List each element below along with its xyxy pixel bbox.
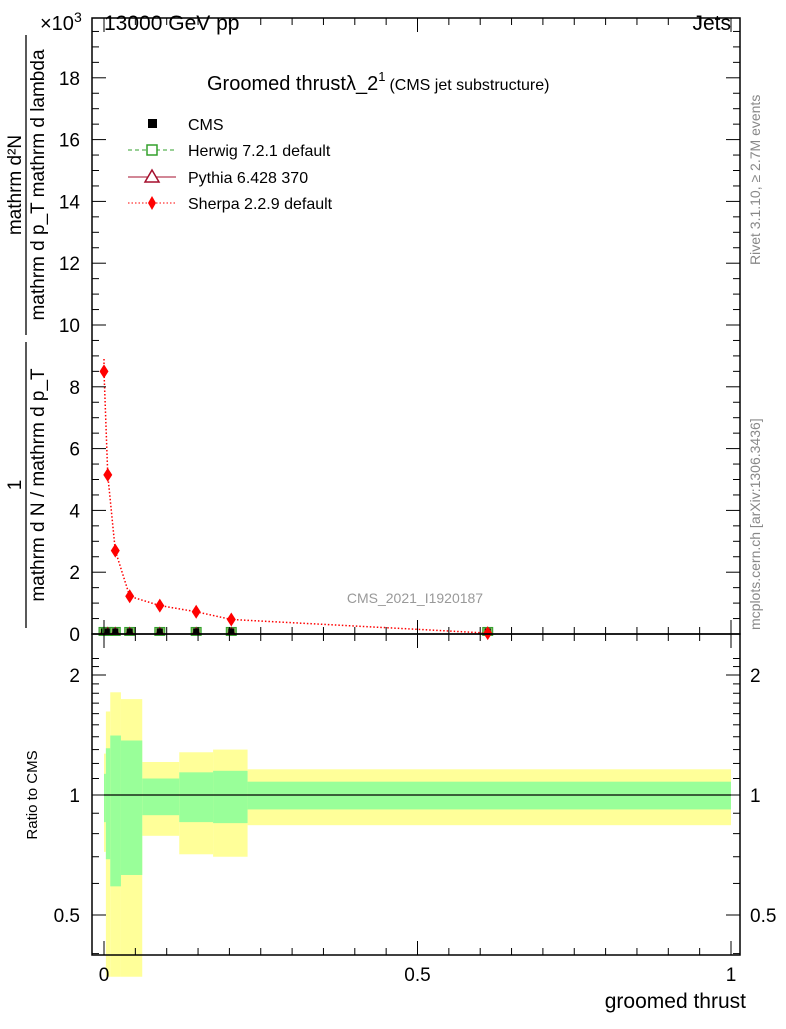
legend-sherpa-label: Sherpa 2.2.9 default — [188, 196, 333, 213]
sherpa-point — [155, 598, 165, 613]
sherpa-point — [103, 467, 113, 482]
green-band-bin — [142, 778, 180, 816]
y-tick-label: 4 — [69, 501, 80, 522]
x-tick-label: 0 — [99, 965, 110, 986]
y-tick-label: 0 — [69, 625, 80, 646]
header-exponent: ×103 — [40, 9, 82, 35]
legend-cms-marker — [148, 119, 157, 128]
green-band-bin — [110, 735, 121, 887]
legend: CMS Herwig 7.2.1 default Pythia 6.428 37… — [128, 117, 333, 213]
cms-point — [104, 628, 111, 634]
ratio-y-tick-label: 0.5 — [54, 906, 80, 927]
watermark: CMS_2021_I1920187 — [347, 590, 483, 606]
title-sup: 1 — [378, 69, 385, 84]
y-tick-label: 10 — [59, 316, 80, 337]
green-band-bin — [104, 773, 106, 823]
cms-point — [126, 628, 133, 634]
green-band-bin — [120, 740, 143, 875]
ratio-y-tick-label-right: 0.5 — [750, 906, 776, 927]
ylabel-upper-den: mathrm d p_T mathrm d lambda — [28, 49, 49, 320]
y-tick-label: 6 — [69, 440, 80, 461]
ratio-y-tick-label: 2 — [69, 666, 80, 687]
sherpa-point — [226, 612, 236, 627]
ratio-ylabel: Ratio to CMS — [24, 750, 41, 839]
green-band-bin — [179, 772, 214, 823]
ratio-y-tick-label-right: 2 — [750, 666, 761, 687]
y-axis-label-main: mathrm d²N mathrm d p_T mathrm d lambda … — [5, 35, 49, 628]
x-tick-label: 0.5 — [404, 965, 430, 986]
title-sub: (CMS jet substructure) — [389, 77, 549, 94]
exponent-power: 3 — [74, 9, 82, 25]
legend-sherpa-marker — [148, 196, 156, 210]
y-tick-label: 12 — [59, 254, 80, 275]
cms-point — [112, 628, 119, 634]
sherpa-point — [483, 626, 493, 641]
cms-point — [193, 628, 200, 634]
sherpa-point — [110, 543, 120, 558]
rivet-label: Rivet 3.1.10, ≥ 2.7M events — [747, 95, 763, 265]
cms-point — [228, 628, 235, 634]
y-tick-label: 8 — [69, 378, 80, 399]
x-tick-label: 1 — [726, 965, 737, 986]
sherpa-point — [125, 589, 135, 604]
green-band-bin — [105, 748, 111, 860]
legend-pythia-marker — [143, 168, 161, 183]
y-tick-label: 16 — [59, 131, 80, 152]
ylabel-lower-den: mathrm d N / mathrm d p_T — [28, 368, 49, 602]
ratio-y-tick-label: 1 — [69, 786, 80, 807]
legend-pythia-label: Pythia 6.428 370 — [188, 170, 308, 187]
ratio-panel — [104, 692, 731, 977]
header-right: Jets — [692, 12, 731, 35]
ylabel-lower-num: 1 — [5, 480, 26, 491]
ylabel-upper-num: mathrm d²N — [5, 135, 26, 235]
cms-point — [156, 628, 163, 634]
legend-herwig-label: Herwig 7.2.1 default — [188, 143, 331, 160]
sherpa-curve — [103, 358, 488, 634]
header-left: 13000 GeV pp — [104, 12, 239, 35]
green-band-bin — [213, 770, 248, 824]
legend-herwig-marker — [146, 144, 158, 156]
title-main: Groomed thrustλ_2 — [207, 73, 378, 95]
mcplots-label: mcplots.cern.ch [arXiv:1306.3436] — [747, 418, 763, 630]
x-axis-label: groomed thrust — [605, 990, 746, 1013]
sherpa-point — [191, 604, 201, 619]
main-frame — [91, 17, 741, 635]
sherpa-point — [99, 364, 109, 379]
y-tick-label: 2 — [69, 563, 80, 584]
exponent-base: ×10 — [40, 13, 74, 35]
legend-cms-label: CMS — [188, 117, 224, 134]
ratio-y-tick-label-right: 1 — [750, 786, 761, 807]
y-tick-label: 18 — [59, 69, 80, 90]
plot-title: Groomed thrustλ_21 (CMS jet substructure) — [207, 69, 549, 95]
y-tick-label: 14 — [59, 192, 81, 213]
